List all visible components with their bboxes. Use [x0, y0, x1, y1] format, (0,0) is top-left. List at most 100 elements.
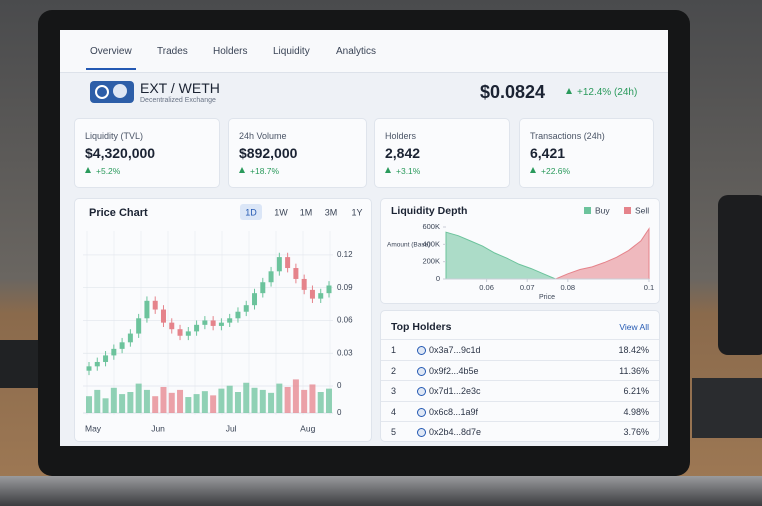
volume-bar [119, 394, 126, 413]
laptop-base [0, 476, 762, 506]
candle-body [119, 342, 125, 349]
stat-value: 6,421 [530, 145, 566, 161]
depth-chart-card: Liquidity Depth Buy Sell 0 200K 400K 600K 0.06 0… [380, 198, 660, 304]
candle-body [318, 293, 324, 299]
volume-bar [276, 383, 283, 413]
candle-body [293, 268, 299, 279]
pair-name: EXT / WETH [140, 80, 220, 96]
x-axis-label: Price [539, 294, 555, 301]
stat-value: 2,842 [385, 145, 421, 161]
nav-tab[interactable]: Holders [213, 46, 248, 57]
volume-bar [251, 387, 258, 413]
volume-bar [135, 383, 142, 413]
chart-title: Liquidity Depth [391, 205, 467, 217]
timeframe-label[interactable]: 1M [300, 207, 313, 217]
nav-tab[interactable]: Trades [157, 46, 188, 57]
address-icon [417, 407, 426, 417]
timeframe-label[interactable]: 1D [245, 207, 257, 217]
y-tick-label: 0.06 [337, 316, 353, 325]
holder-share: 11.36% [619, 365, 649, 376]
legend-swatch [624, 207, 631, 214]
candle-body [127, 333, 133, 343]
candle-body [202, 320, 208, 325]
legend-swatch [584, 207, 591, 214]
volume-bar [160, 386, 167, 413]
holder-share: 4.98% [623, 406, 649, 417]
holder-rank: 3 [391, 386, 397, 396]
volume-bar [193, 394, 200, 413]
candle-body [177, 329, 183, 336]
volume-bar [168, 392, 175, 413]
volume-bar [309, 384, 316, 413]
y-tick-label: 0.12 [337, 250, 353, 259]
address-icon [417, 366, 426, 376]
timeframe-button[interactable] [240, 204, 262, 220]
timeframe-label[interactable]: 3M [325, 207, 338, 217]
candle-body [210, 320, 216, 326]
tablet [692, 378, 762, 438]
timeframe-label[interactable]: 1Y [351, 207, 362, 217]
chart-title: Price Chart [89, 207, 148, 219]
candle-body [260, 282, 266, 294]
view-all-link[interactable]: View All [619, 322, 649, 332]
x-tick-label: Jul [226, 423, 237, 433]
volume-bar [326, 388, 332, 413]
legend-label: Buy [595, 205, 610, 215]
volume-bar [218, 388, 225, 413]
candle-body [160, 309, 166, 323]
volume-bar [259, 389, 266, 413]
y-tick-label: 600K [422, 222, 440, 231]
holders-card: Top Holders View All 1 0x3a7...9c1d 18.42%… [380, 310, 660, 442]
y-tick-label: 0.03 [337, 348, 353, 357]
nav-tab[interactable]: Overview [90, 46, 132, 57]
candle-body [144, 300, 150, 319]
phone [0, 340, 38, 388]
volume-bar [210, 395, 217, 413]
candle-body [94, 361, 100, 367]
volume-bar [86, 396, 92, 413]
holder-rank: 1 [391, 345, 397, 355]
holder-address: 0x2b4...8d7e [429, 427, 482, 437]
x-tick-label: Aug [300, 423, 315, 433]
nav-tab[interactable]: Analytics [336, 46, 377, 57]
volume-bar [268, 392, 275, 413]
stat-card: Liquidity (TVL) $4,320,000 +5.2% [74, 118, 220, 188]
depth-area [445, 231, 556, 280]
candle-body [243, 305, 249, 312]
volume-bar [185, 397, 192, 413]
holder-row: 5 0x2b4...8d7e 3.76% [381, 421, 659, 442]
holder-share: 6.21% [623, 386, 649, 396]
screen: Overview Trades Holders Liquidity Analyt… [60, 30, 668, 446]
volume-bar [234, 392, 241, 413]
holder-rank: 5 [391, 427, 397, 437]
pair-subtitle: Decentralized Exchange [140, 97, 216, 104]
holder-rank: 2 [391, 365, 397, 376]
token-price: $0.0824 [480, 82, 546, 102]
volume-bar [243, 382, 250, 413]
address-icon [417, 387, 426, 396]
volume-bar [94, 389, 101, 413]
mug [718, 195, 762, 355]
stat-value: $4,320,000 [85, 145, 156, 161]
candle-body [326, 285, 332, 294]
candle-body [194, 324, 200, 332]
timeframe-label[interactable]: 1W [274, 207, 288, 217]
holder-row: 1 0x3a7...9c1d 18.42% [381, 339, 659, 360]
y-tick-label: 0.09 [337, 283, 353, 292]
stat-card: 24h Volume $892,000 +18.7% [228, 118, 367, 188]
volume-bar [292, 379, 299, 413]
nav-tab[interactable]: Liquidity [273, 46, 310, 57]
candle-body [136, 318, 142, 334]
candle-body [103, 355, 109, 362]
stat-change: +18.7% [239, 166, 279, 176]
x-tick-label: May [85, 423, 102, 433]
y-tick-label: 0 [337, 381, 342, 390]
price-change: +12.4% (24h) [566, 87, 637, 98]
candle-body [268, 271, 274, 283]
holder-address: 0x3a7...9c1d [429, 345, 481, 355]
candle-body [227, 318, 233, 323]
stat-label: Liquidity (TVL) [85, 131, 144, 141]
holder-rank: 4 [391, 406, 397, 417]
volume-bar [127, 392, 134, 413]
